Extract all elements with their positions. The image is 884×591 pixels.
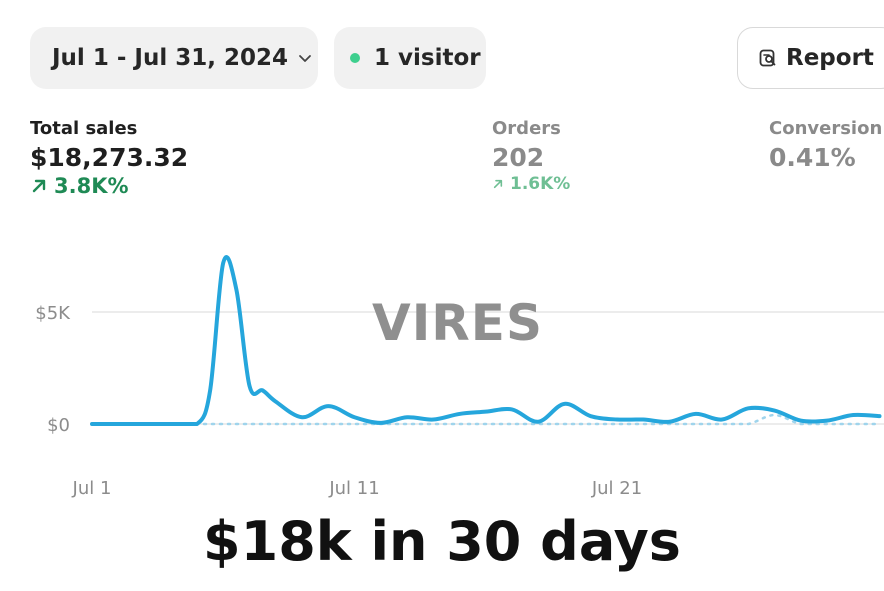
total-sales-change: 3.8K% (30, 174, 188, 198)
orders-change: 1.6K% (492, 174, 570, 194)
metric-total-sales[interactable]: Total sales $18,273.32 3.8K% (30, 118, 188, 198)
sales-over-time-chart: $0 $5K Jul 1 Jul 11 Jul 21 (35, 254, 884, 499)
watermark-text: VIRES (372, 294, 543, 352)
chevron-down-icon (299, 55, 311, 62)
total-sales-change-value: 3.8K% (54, 174, 129, 198)
total-sales-value: $18,273.32 (30, 143, 189, 172)
arrow-up-right-icon (493, 179, 503, 189)
comparison-series-line (90, 413, 881, 426)
sales-series-line (90, 254, 882, 426)
live-visitors-badge[interactable]: 1 visitor (334, 27, 486, 89)
conversion-value: 0.41% (769, 143, 856, 172)
date-range-label: Jul 1 - Jul 31, 2024 (52, 45, 288, 71)
metric-conversion[interactable]: Conversion 0.41% (769, 118, 882, 174)
x-tick-label: Jul 1 (72, 478, 112, 499)
orders-change-value: 1.6K% (510, 174, 571, 194)
report-button[interactable]: Report (737, 27, 884, 89)
caption-text: $18k in 30 days (203, 510, 681, 573)
x-tick-label: Jul 11 (328, 478, 379, 499)
visitor-count: 1 visitor (374, 45, 481, 71)
orders-label: Orders (492, 118, 561, 139)
total-sales-label: Total sales (30, 118, 138, 139)
metric-orders[interactable]: Orders 202 1.6K% (492, 118, 570, 194)
x-tick-label: Jul 21 (591, 478, 642, 499)
date-range-picker[interactable]: Jul 1 - Jul 31, 2024 (30, 27, 318, 89)
y-tick-label: $5K (35, 303, 71, 324)
screen-top-edge (0, 0, 884, 14)
y-tick-label: $0 (47, 415, 70, 436)
orders-value: 202 (492, 143, 545, 172)
live-status-dot (350, 53, 360, 63)
conversion-label: Conversion (769, 118, 883, 139)
arrow-up-right-icon (32, 179, 46, 193)
report-button-label: Report (786, 45, 874, 71)
report-icon (759, 49, 776, 67)
